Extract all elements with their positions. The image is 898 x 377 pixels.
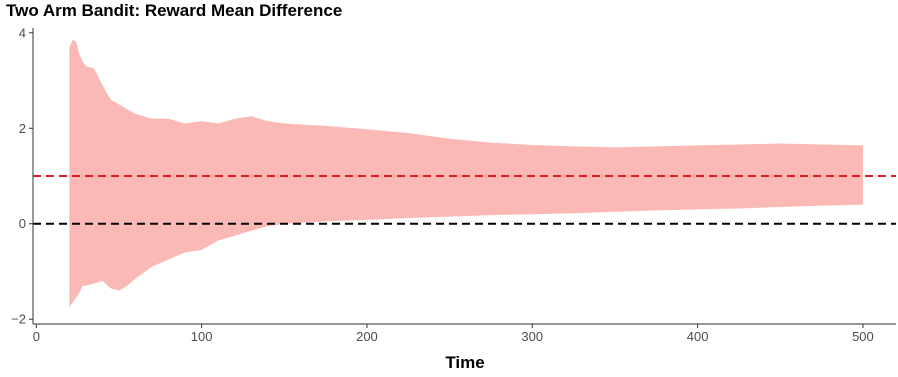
x-tick-label: 500 [852, 329, 874, 344]
y-tick-label: 2 [19, 121, 26, 136]
x-tick-label: 100 [191, 329, 213, 344]
x-axis-title: Time [445, 353, 484, 372]
x-tick-label: 400 [687, 329, 709, 344]
x-tick-label: 0 [33, 329, 40, 344]
x-tick-label: 300 [521, 329, 543, 344]
y-tick-label: 0 [19, 216, 26, 231]
x-tick-label: 200 [356, 329, 378, 344]
chart-title: Two Arm Bandit: Reward Mean Difference [6, 1, 343, 20]
y-tick-label: 4 [19, 25, 26, 40]
confidence-band [69, 39, 863, 308]
y-tick-label: −2 [11, 312, 26, 327]
